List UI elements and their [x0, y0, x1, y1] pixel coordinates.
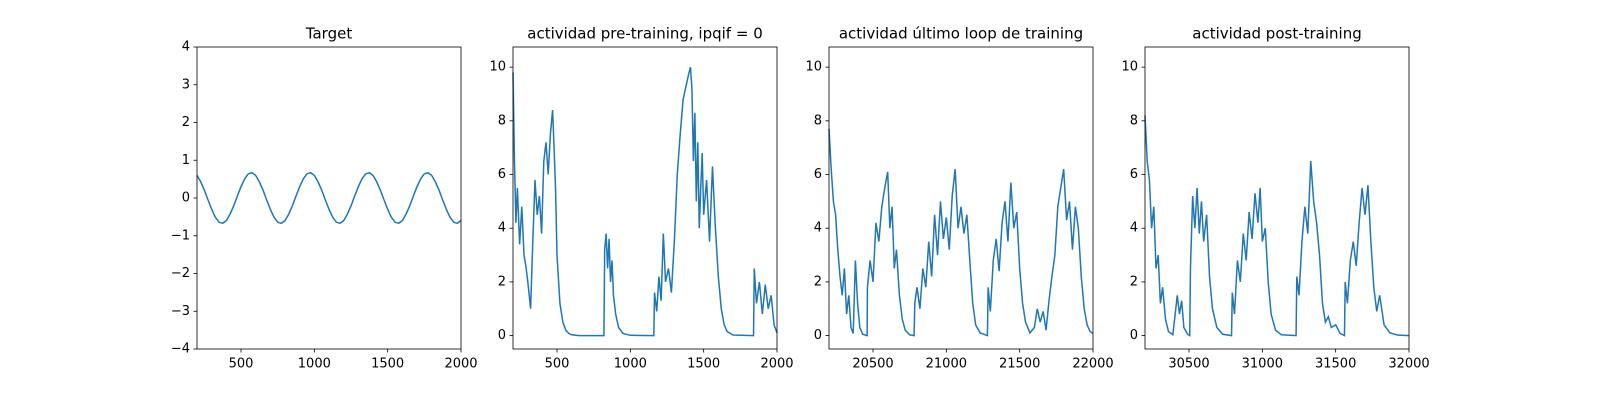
axes-frame: [828, 46, 1094, 350]
x-tick-label: 1000: [614, 357, 647, 372]
data-line: [1144, 115, 1410, 337]
y-tick-label: 2: [498, 274, 506, 289]
y-tick-label: 4: [814, 221, 822, 236]
data-line: [512, 66, 778, 337]
y-tick-label: 2: [814, 274, 822, 289]
x-tick-label: 22000: [1072, 357, 1113, 372]
y-tick-label: 0: [498, 328, 506, 343]
y-tick-label: 8: [1130, 113, 1138, 128]
data-line: [828, 128, 1094, 337]
x-tick-label: 2000: [444, 357, 477, 372]
y-tick-label: 0: [814, 328, 822, 343]
x-tick-label: 1500: [687, 357, 720, 372]
y-tick-label: −1: [171, 228, 190, 243]
y-tick-label: 10: [1121, 60, 1138, 75]
y-tick-label: 3: [182, 77, 190, 92]
y-tick-label: 10: [805, 60, 822, 75]
x-tick-label: 1500: [371, 357, 404, 372]
x-tick-label: 20500: [852, 357, 893, 372]
y-tick-label: 0: [182, 191, 190, 206]
y-tick-label: 4: [498, 221, 506, 236]
y-tick-label: 6: [498, 167, 506, 182]
axes-frame: [512, 46, 778, 350]
y-tick-label: −4: [171, 342, 190, 357]
y-tick-label: 6: [1130, 167, 1138, 182]
x-tick-label: 21000: [926, 357, 967, 372]
y-tick-label: 8: [814, 113, 822, 128]
subplot-title: Target: [305, 25, 353, 43]
y-tick-label: 4: [1130, 221, 1138, 236]
subplot-title: actividad pre-training, ipqif = 0: [527, 25, 763, 43]
subplot-title: actividad post-training: [1192, 25, 1361, 43]
axes-frame: [196, 46, 462, 350]
x-tick-label: 31500: [1315, 357, 1356, 372]
data-line: [196, 171, 462, 225]
y-tick-label: 0: [1130, 328, 1138, 343]
x-tick-label: 32000: [1388, 357, 1429, 372]
y-tick-label: 4: [182, 40, 190, 55]
y-tick-label: 8: [498, 113, 506, 128]
axes-frame: [1144, 46, 1410, 350]
x-tick-label: 31000: [1242, 357, 1283, 372]
x-tick-label: 1000: [298, 357, 331, 372]
x-tick-label: 500: [545, 357, 570, 372]
y-tick-label: −2: [171, 266, 190, 281]
x-tick-label: 500: [229, 357, 254, 372]
y-tick-label: 2: [1130, 274, 1138, 289]
x-tick-label: 30500: [1168, 357, 1209, 372]
y-tick-label: −3: [171, 304, 190, 319]
y-tick-label: 1: [182, 153, 190, 168]
y-tick-label: 10: [489, 60, 506, 75]
y-tick-label: 2: [182, 115, 190, 130]
subplot-title: actividad último loop de training: [839, 25, 1083, 43]
x-tick-label: 21500: [999, 357, 1040, 372]
x-tick-label: 2000: [760, 357, 793, 372]
y-tick-label: 6: [814, 167, 822, 182]
